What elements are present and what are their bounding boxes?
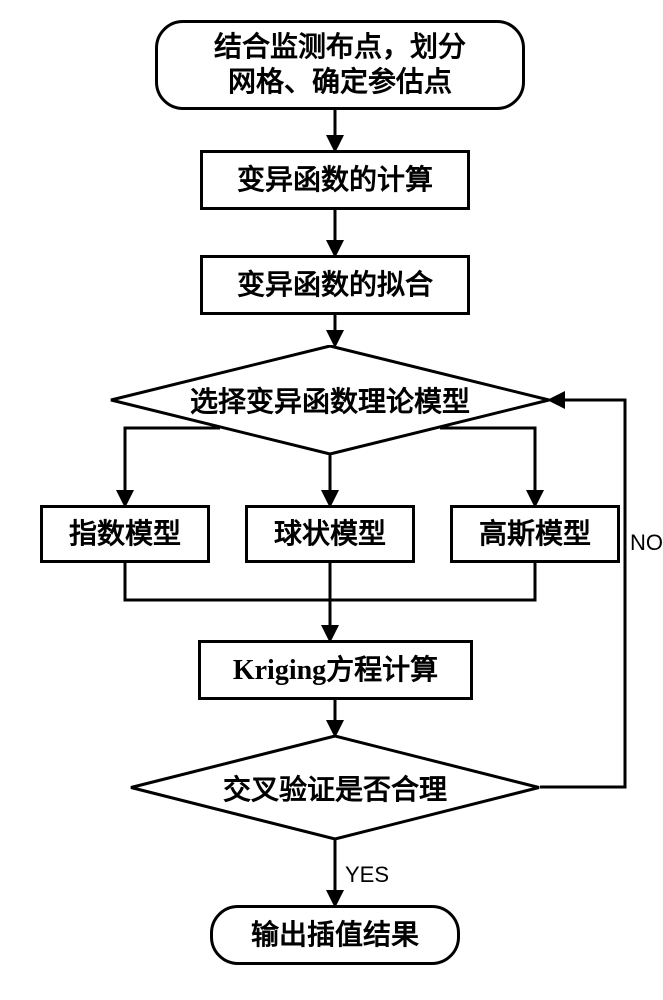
edge-label-yes: YES <box>345 862 389 888</box>
edge-6 <box>125 563 330 600</box>
node-select: 选择变异函数理论模型 <box>110 345 550 455</box>
node-end-label: 输出插值结果 <box>251 918 419 953</box>
node-start-label: 结合监测布点，划分 网格、确定参估点 <box>214 30 466 100</box>
node-kriging: Kriging方程计算 <box>198 640 473 700</box>
node-calc-label: 变异函数的计算 <box>237 163 433 198</box>
edge-11 <box>540 400 625 787</box>
node-m3-label: 高斯模型 <box>479 517 591 552</box>
node-fit-label: 变异函数的拟合 <box>237 268 433 303</box>
node-m1-label: 指数模型 <box>69 517 181 552</box>
node-m1: 指数模型 <box>40 505 210 563</box>
node-kriging-label: Kriging方程计算 <box>233 653 438 688</box>
node-cross: 交叉验证是否合理 <box>130 735 540 840</box>
edge-label-no: NO <box>630 530 663 556</box>
node-cross-label: 交叉验证是否合理 <box>130 735 540 840</box>
node-end: 输出插值结果 <box>210 905 460 965</box>
node-start: 结合监测布点，划分 网格、确定参估点 <box>155 20 525 110</box>
node-fit: 变异函数的拟合 <box>200 255 470 315</box>
node-m3: 高斯模型 <box>450 505 620 563</box>
node-m2: 球状模型 <box>245 505 415 563</box>
node-select-label: 选择变异函数理论模型 <box>110 345 550 455</box>
node-calc: 变异函数的计算 <box>200 150 470 210</box>
node-m2-label: 球状模型 <box>274 517 386 552</box>
edge-7 <box>330 563 535 600</box>
